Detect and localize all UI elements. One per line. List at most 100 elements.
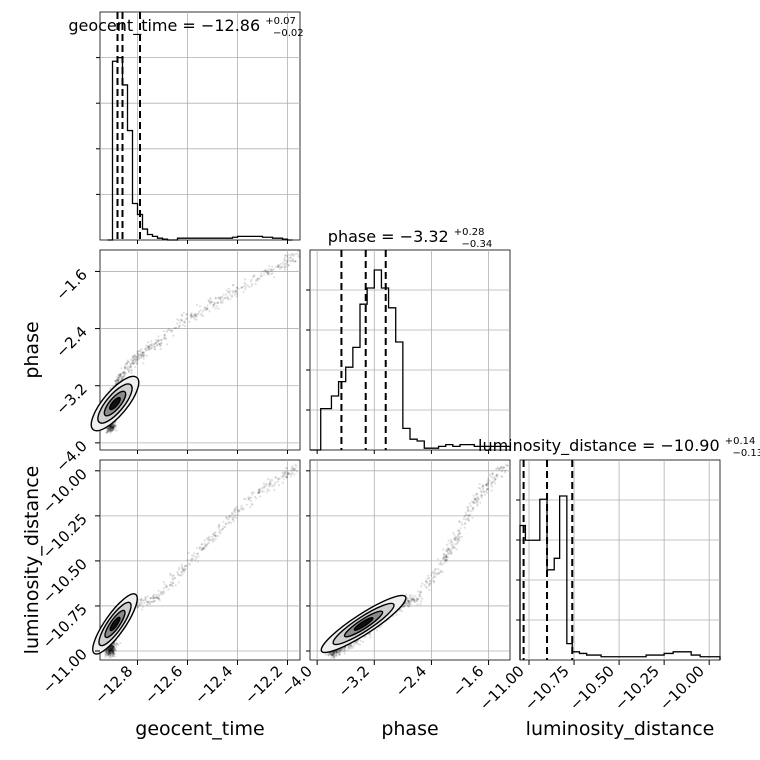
sample-point (430, 571, 434, 575)
sample-point (142, 353, 145, 356)
contour-level (109, 396, 121, 411)
sample-point (287, 264, 290, 267)
sample-point (109, 426, 112, 429)
sample-point (109, 654, 112, 658)
sample-point (111, 649, 114, 652)
sample-point (109, 652, 112, 655)
sample-point (241, 286, 244, 289)
sample-point (109, 427, 112, 430)
sample-point (434, 571, 437, 575)
sample-point (115, 424, 118, 427)
sample-point (433, 581, 436, 584)
sample-point (123, 366, 126, 369)
sample-point (442, 557, 445, 560)
sample-point (474, 497, 477, 500)
sample-point (109, 652, 112, 655)
sample-point (469, 504, 472, 507)
sample-point (405, 593, 408, 596)
grid-hist-geocent-time (100, 12, 300, 240)
sample-point (467, 508, 470, 511)
sample-point (127, 365, 130, 368)
sample-point (485, 491, 488, 494)
sample-point (281, 475, 284, 478)
sample-point (359, 639, 362, 642)
sample-point (242, 507, 245, 510)
sample-point (456, 541, 459, 544)
sample-point (111, 646, 114, 649)
sample-point (253, 274, 256, 277)
sample-point (137, 598, 140, 601)
sample-point (283, 470, 286, 473)
sample-point (112, 650, 115, 653)
sample-point (470, 500, 474, 503)
sample-point (201, 547, 204, 550)
sample-point (222, 525, 225, 528)
sample-point (419, 591, 422, 594)
sample-point (130, 361, 133, 364)
sample-point (439, 562, 442, 565)
sample-point (119, 641, 122, 645)
sample-point (258, 277, 261, 280)
sample-point (255, 278, 258, 281)
sample-point (250, 502, 253, 505)
sample-point (170, 330, 173, 333)
sample-point (280, 265, 283, 268)
sample-point (205, 537, 208, 540)
sample-point (208, 310, 211, 313)
sample-point (472, 507, 475, 510)
sample-point (258, 488, 261, 491)
sample-point (342, 650, 345, 653)
sample-point (110, 646, 113, 649)
sample-point (443, 555, 446, 559)
sample-point (108, 648, 112, 651)
sample-point (339, 648, 342, 652)
sample-point (112, 424, 115, 427)
sample-point (491, 477, 494, 480)
sample-point (458, 520, 461, 523)
sample-point (287, 473, 290, 476)
sample-point (181, 573, 184, 576)
sample-point (234, 509, 237, 512)
sample-point (126, 367, 129, 370)
sample-point (353, 643, 356, 646)
sample-point (164, 583, 167, 586)
sample-point (257, 491, 260, 494)
tick-label-y: −10.50 (39, 555, 91, 607)
sample-point (108, 649, 111, 652)
sample-point (153, 347, 156, 350)
sample-point (338, 648, 341, 652)
sample-point (476, 500, 479, 503)
sample-point (141, 605, 144, 608)
sample-point (336, 650, 339, 653)
sample-point (404, 602, 407, 605)
sample-point (108, 427, 111, 431)
sample-point (109, 429, 112, 432)
sample-point (123, 372, 126, 375)
sample-point (469, 510, 472, 513)
sample-point (109, 646, 112, 649)
sample-point (266, 488, 269, 491)
sample-point (123, 373, 126, 377)
sample-point (135, 358, 138, 361)
sample-point (474, 499, 478, 502)
sample-point (109, 429, 112, 432)
sample-point (108, 649, 111, 652)
sample-point (112, 426, 115, 429)
sample-point (109, 649, 112, 652)
sample-point (129, 363, 132, 366)
sample-point (158, 343, 161, 346)
sample-point (445, 549, 448, 552)
sample-point (333, 651, 336, 654)
sample-point (139, 349, 142, 352)
sample-point (480, 494, 483, 497)
sample-point (116, 378, 119, 381)
sample-point (473, 499, 476, 502)
sample-point (113, 647, 116, 650)
sample-point (339, 648, 342, 651)
sample-point (136, 362, 139, 366)
sample-point (268, 482, 271, 485)
sample-point (111, 651, 114, 654)
sample-point (450, 551, 453, 554)
sample-point (111, 428, 114, 431)
sample-point (111, 427, 114, 430)
